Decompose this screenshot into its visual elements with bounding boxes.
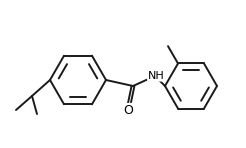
Text: NH: NH [148, 71, 164, 81]
Text: O: O [123, 103, 133, 116]
